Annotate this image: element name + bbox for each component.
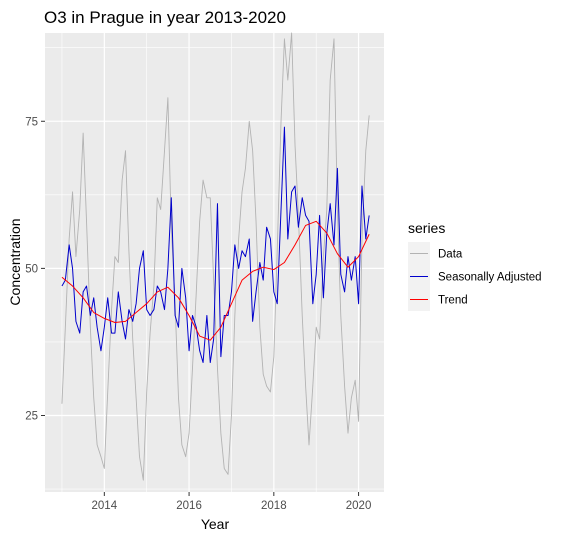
x-axis-title: Year — [201, 516, 230, 532]
legend-label-trend: Trend — [438, 295, 468, 307]
y-tick-label: 75 — [25, 116, 38, 128]
chart-title: O3 in Prague in year 2013-2020 — [44, 8, 286, 27]
y-tick-label: 50 — [25, 263, 38, 275]
y-axis-title: Concentration — [7, 218, 23, 305]
x-tick-label: 2020 — [346, 500, 372, 512]
x-tick-label: 2014 — [92, 500, 118, 512]
y-tick-label: 25 — [25, 411, 38, 423]
legend: Data Seasonally Adjusted Trend — [408, 242, 542, 311]
legend-label-data: Data — [438, 249, 463, 261]
x-tick-label: 2018 — [261, 500, 287, 512]
legend-title: series — [408, 220, 445, 236]
x-axis-ticks: 2014 2016 2018 2020 — [92, 492, 372, 512]
x-tick-label: 2016 — [176, 500, 202, 512]
legend-label-seasonally-adjusted: Seasonally Adjusted — [438, 272, 542, 284]
y-axis-ticks: 25 50 75 — [25, 116, 45, 422]
